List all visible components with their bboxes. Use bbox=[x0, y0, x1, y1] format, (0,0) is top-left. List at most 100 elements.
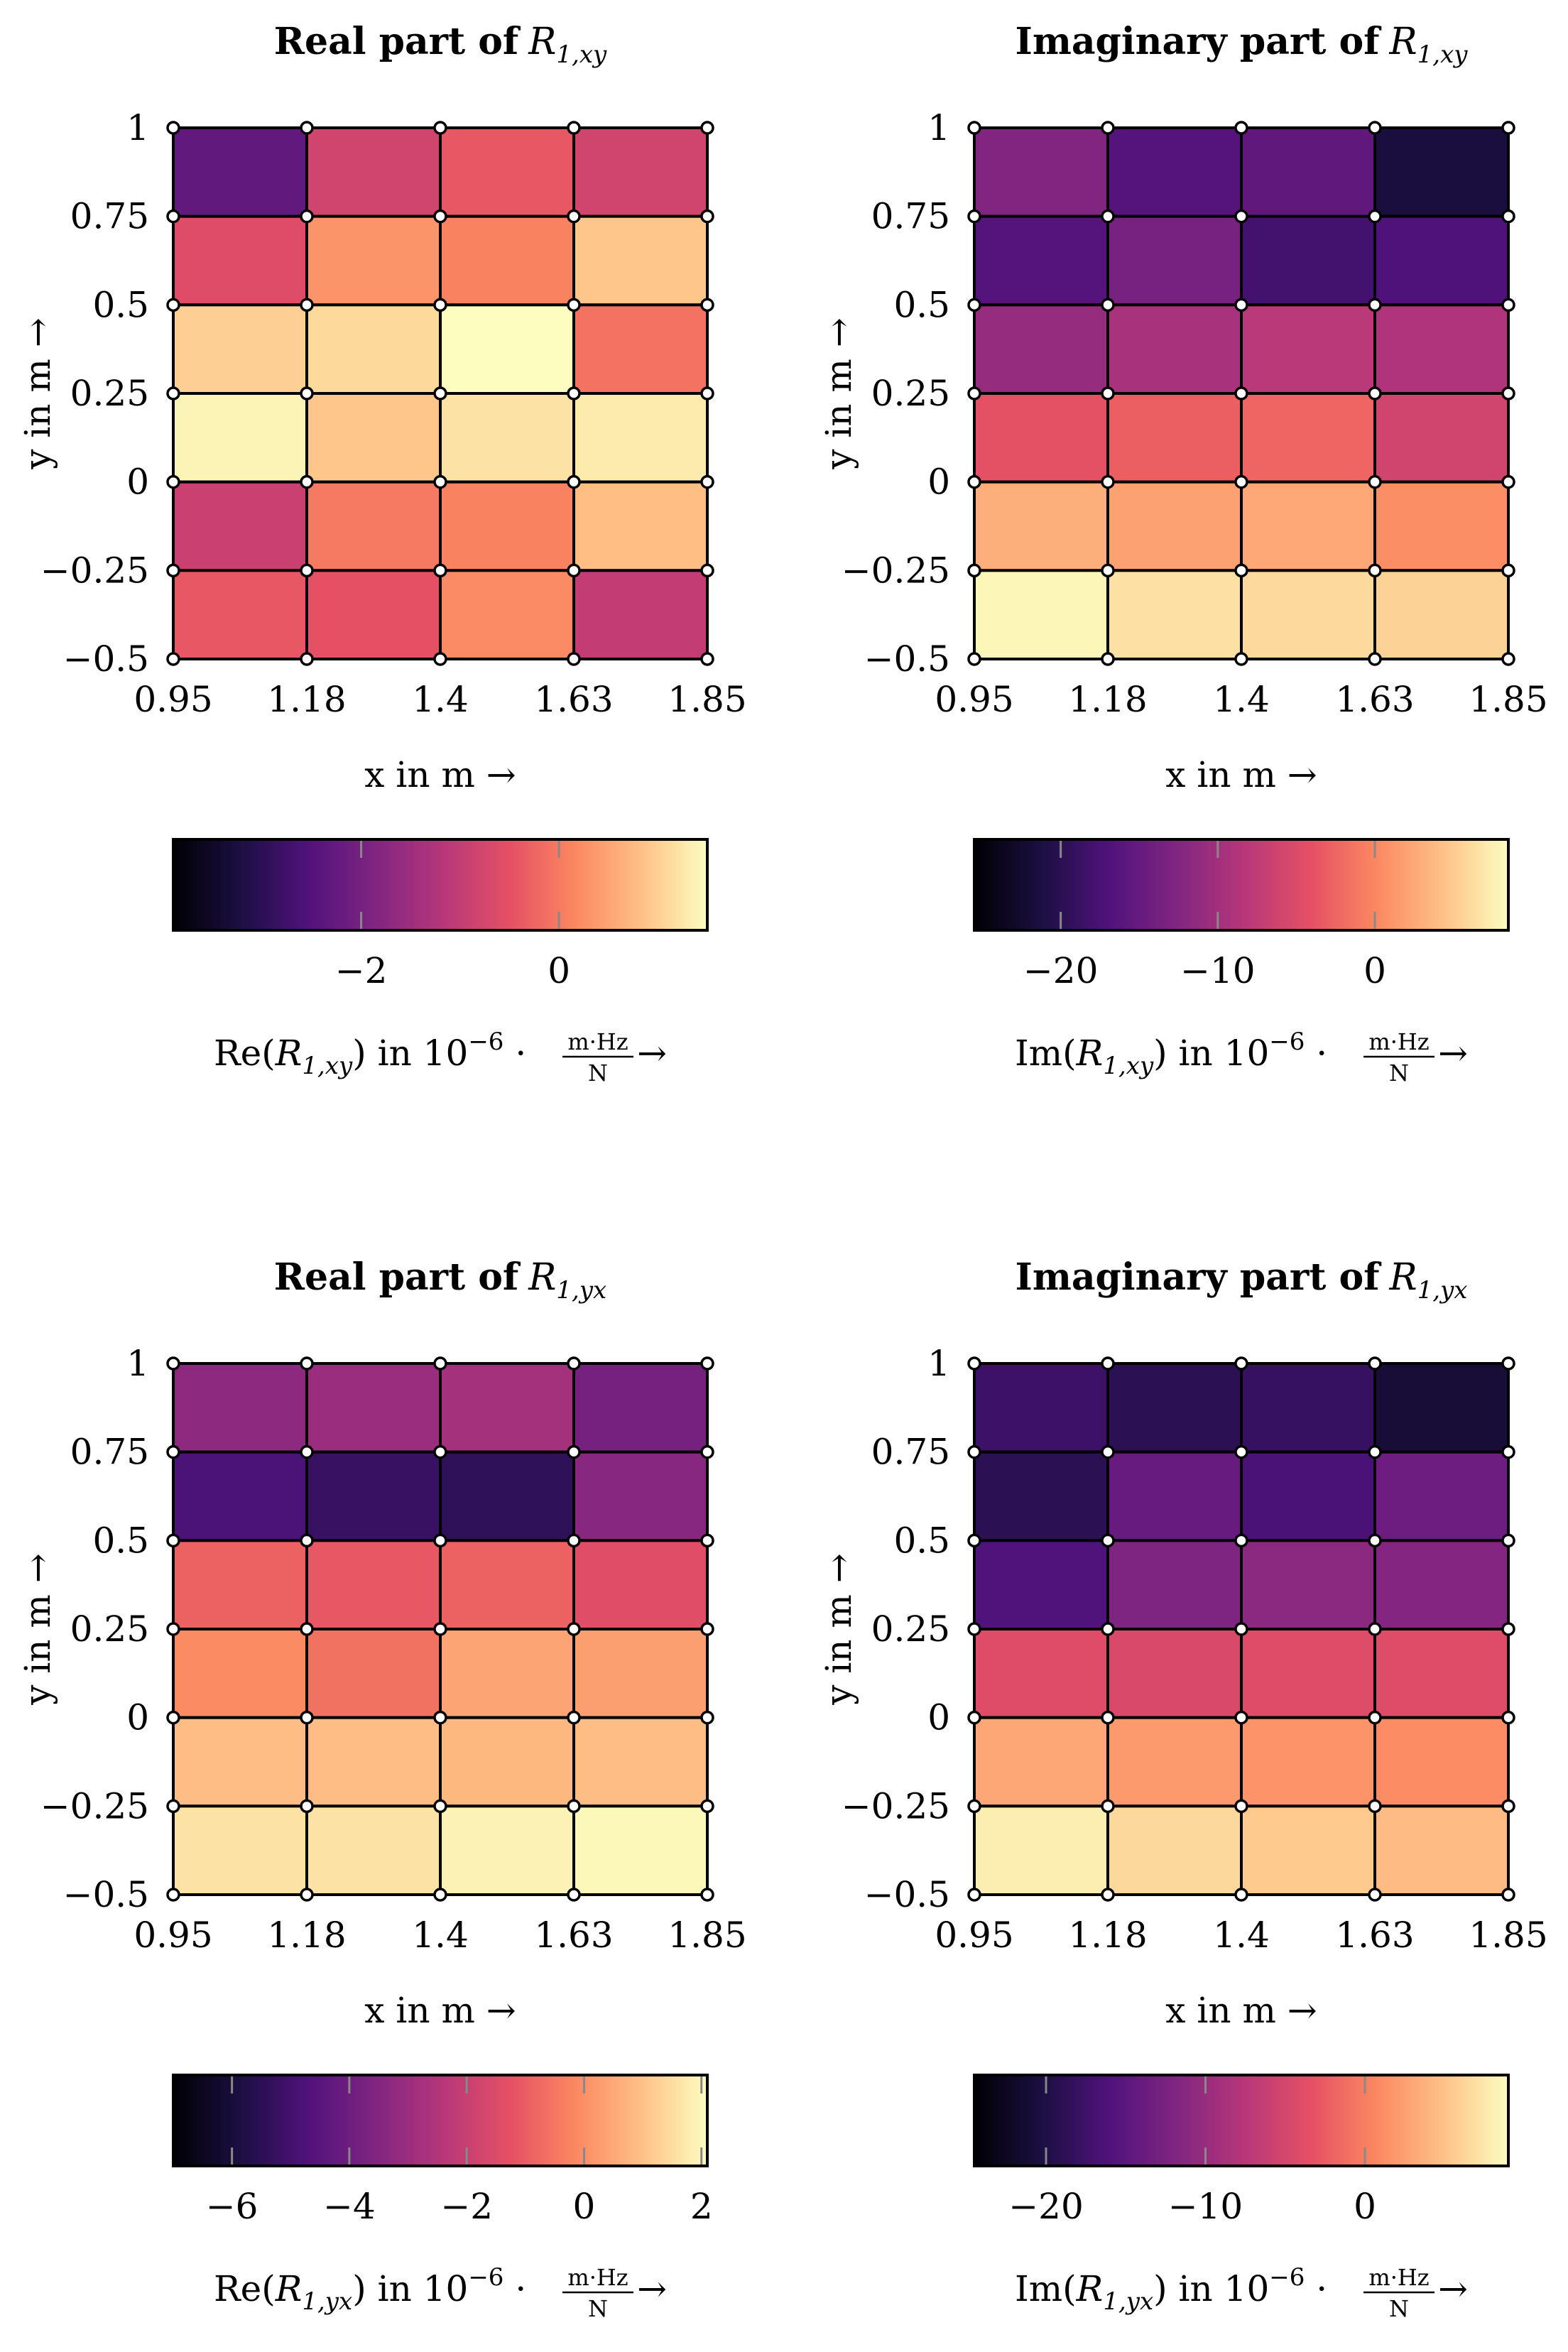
colorbar-tick-label: −10 bbox=[1168, 2186, 1243, 2227]
heatmap-cell-r1-c2 bbox=[305, 1362, 442, 1454]
heatmap-cell-r2-c2 bbox=[305, 214, 442, 307]
heatmap-cell-r6-c4 bbox=[572, 1804, 709, 1896]
grid-node-marker bbox=[300, 298, 314, 312]
heatmap-cell-r5-c3 bbox=[439, 480, 575, 572]
heatmap-panel-3: Real part of R1,yx 0.95 1.18 1.4 1.63 1.85 1 0.7… bbox=[17, 1256, 747, 2322]
grid-node-marker bbox=[300, 1622, 314, 1636]
grid-node-marker bbox=[567, 1888, 581, 1902]
heatmap-cell-r4-c4 bbox=[572, 1628, 709, 1719]
grid-node-marker bbox=[1101, 1799, 1115, 1814]
grid-node-marker bbox=[1368, 1444, 1382, 1459]
grid-node-marker bbox=[700, 474, 714, 489]
x-tick-label: 1.4 bbox=[1213, 679, 1270, 720]
y-axis-label: y in m → bbox=[818, 1553, 859, 1705]
x-tick-label: 1.85 bbox=[668, 1915, 746, 1956]
heatmap-cell-r6-c2 bbox=[305, 569, 442, 660]
colorbar-label: Re(R1,xy) in 10−6 · → bbox=[214, 1028, 667, 1080]
y-tick-label: 0.5 bbox=[92, 284, 149, 325]
grid-node-marker bbox=[300, 1888, 314, 1902]
grid-node-marker bbox=[300, 1356, 314, 1371]
heatmap-cell-r5-c3 bbox=[439, 1716, 575, 1808]
grid-node-marker bbox=[433, 386, 447, 401]
heatmap-cell-r5-c3 bbox=[1240, 1716, 1376, 1808]
heatmap-cell-r2-c4 bbox=[1373, 1450, 1510, 1542]
x-tick-label: 1.4 bbox=[1213, 1915, 1270, 1956]
grid-node-marker bbox=[1234, 652, 1248, 666]
heatmap-cell-r1-c3 bbox=[1240, 1362, 1376, 1454]
grid-node-marker bbox=[967, 298, 981, 312]
y-tick-label: 0 bbox=[927, 1697, 950, 1738]
grid-node-marker bbox=[1234, 474, 1248, 489]
x-tick-label: 0.95 bbox=[935, 679, 1013, 720]
heatmap-cell-r5-c2 bbox=[305, 480, 442, 572]
grid-node-marker bbox=[300, 1799, 314, 1814]
grid-node-marker bbox=[967, 1356, 981, 1371]
heatmap-cell-r5-c4 bbox=[572, 1716, 709, 1808]
grid-node-marker bbox=[1501, 121, 1515, 135]
y-tick-label: −0.25 bbox=[40, 550, 149, 591]
grid-node-marker bbox=[1368, 298, 1382, 312]
grid-node-marker bbox=[1368, 1622, 1382, 1636]
grid-node-marker bbox=[1501, 1444, 1515, 1459]
grid-node-marker bbox=[1101, 1622, 1115, 1636]
grid-node-marker bbox=[1234, 386, 1248, 401]
x-tick-label: 0.95 bbox=[134, 679, 212, 720]
heatmap-cell-r3-c1 bbox=[172, 303, 308, 396]
y-tick-label: 0.5 bbox=[893, 284, 950, 325]
x-tick-label: 1.4 bbox=[412, 1915, 469, 1956]
heatmap-cell-r6-c3 bbox=[1240, 569, 1376, 660]
x-tick-label: 1.18 bbox=[1068, 1915, 1147, 1956]
grid-node-marker bbox=[1101, 1533, 1115, 1548]
heatmap-cell-r6-c2 bbox=[305, 1804, 442, 1896]
heatmap-cell-r1-c2 bbox=[1106, 126, 1243, 218]
grid-node-marker bbox=[433, 1799, 447, 1814]
grid-node-marker bbox=[300, 386, 314, 401]
grid-node-marker bbox=[567, 474, 581, 489]
chart-title: Imaginary part of R1,yx bbox=[1016, 1256, 1468, 1305]
heatmap-cell-r4-c1 bbox=[172, 392, 308, 484]
y-tick-label: 0.75 bbox=[70, 196, 149, 237]
grid-node-marker bbox=[166, 386, 180, 401]
colorbar-tick-label: −20 bbox=[1023, 950, 1099, 991]
unit-numerator: m·Hz bbox=[567, 2264, 628, 2291]
grid-node-marker bbox=[433, 1444, 447, 1459]
chart-title: Real part of R1,yx bbox=[274, 1256, 606, 1305]
grid-node-marker bbox=[567, 1356, 581, 1371]
grid-node-marker bbox=[1101, 563, 1115, 578]
heatmap-cell-r5-c3 bbox=[1240, 480, 1376, 572]
heatmap-cell-r4-c2 bbox=[1106, 392, 1243, 484]
grid-node-marker bbox=[1234, 298, 1248, 312]
heatmap-cell-r6-c4 bbox=[1373, 569, 1510, 660]
heatmap-cell-r2-c1 bbox=[172, 1450, 308, 1542]
x-tick-label: 1.4 bbox=[412, 679, 469, 720]
heatmap-cell-r3-c2 bbox=[1106, 303, 1243, 396]
y-tick-label: 0.25 bbox=[70, 373, 149, 414]
grid-node-marker bbox=[1501, 209, 1515, 224]
colorbar-tick-label: −6 bbox=[206, 2186, 258, 2227]
grid-node-marker bbox=[967, 121, 981, 135]
heatmap-cell-r1-c3 bbox=[439, 126, 575, 218]
grid-node-marker bbox=[1501, 474, 1515, 489]
heatmap-cell-r5-c4 bbox=[1373, 1716, 1510, 1808]
x-axis-label: x in m → bbox=[1165, 754, 1317, 795]
grid-node-marker bbox=[1368, 1533, 1382, 1548]
y-tick-label: 1 bbox=[927, 107, 950, 148]
heatmap-cell-r4-c3 bbox=[1240, 392, 1376, 484]
heatmap-cell-r1-c2 bbox=[305, 126, 442, 218]
grid-node-marker bbox=[700, 1622, 714, 1636]
heatmap-cell-r1-c2 bbox=[1106, 1362, 1243, 1454]
heatmap-cell-r3-c4 bbox=[572, 1539, 709, 1631]
grid-node-marker bbox=[1101, 386, 1115, 401]
y-tick-label: −0.5 bbox=[63, 638, 149, 680]
heatmap-cell-r4-c1 bbox=[973, 1628, 1109, 1719]
y-tick-label: 0.25 bbox=[871, 373, 950, 414]
x-tick-label: 1.63 bbox=[534, 1915, 613, 1956]
heatmap-cell-r3-c3 bbox=[439, 1539, 575, 1631]
colorbar-tick-label: −2 bbox=[335, 950, 388, 991]
heatmap-cell-r2-c1 bbox=[172, 214, 308, 307]
heatmap-cell-r6-c1 bbox=[973, 1804, 1109, 1896]
grid-node-marker bbox=[1368, 474, 1382, 489]
grid-node-marker bbox=[1234, 121, 1248, 135]
grid-node-marker bbox=[1101, 1444, 1115, 1459]
grid-node-marker bbox=[967, 1799, 981, 1814]
